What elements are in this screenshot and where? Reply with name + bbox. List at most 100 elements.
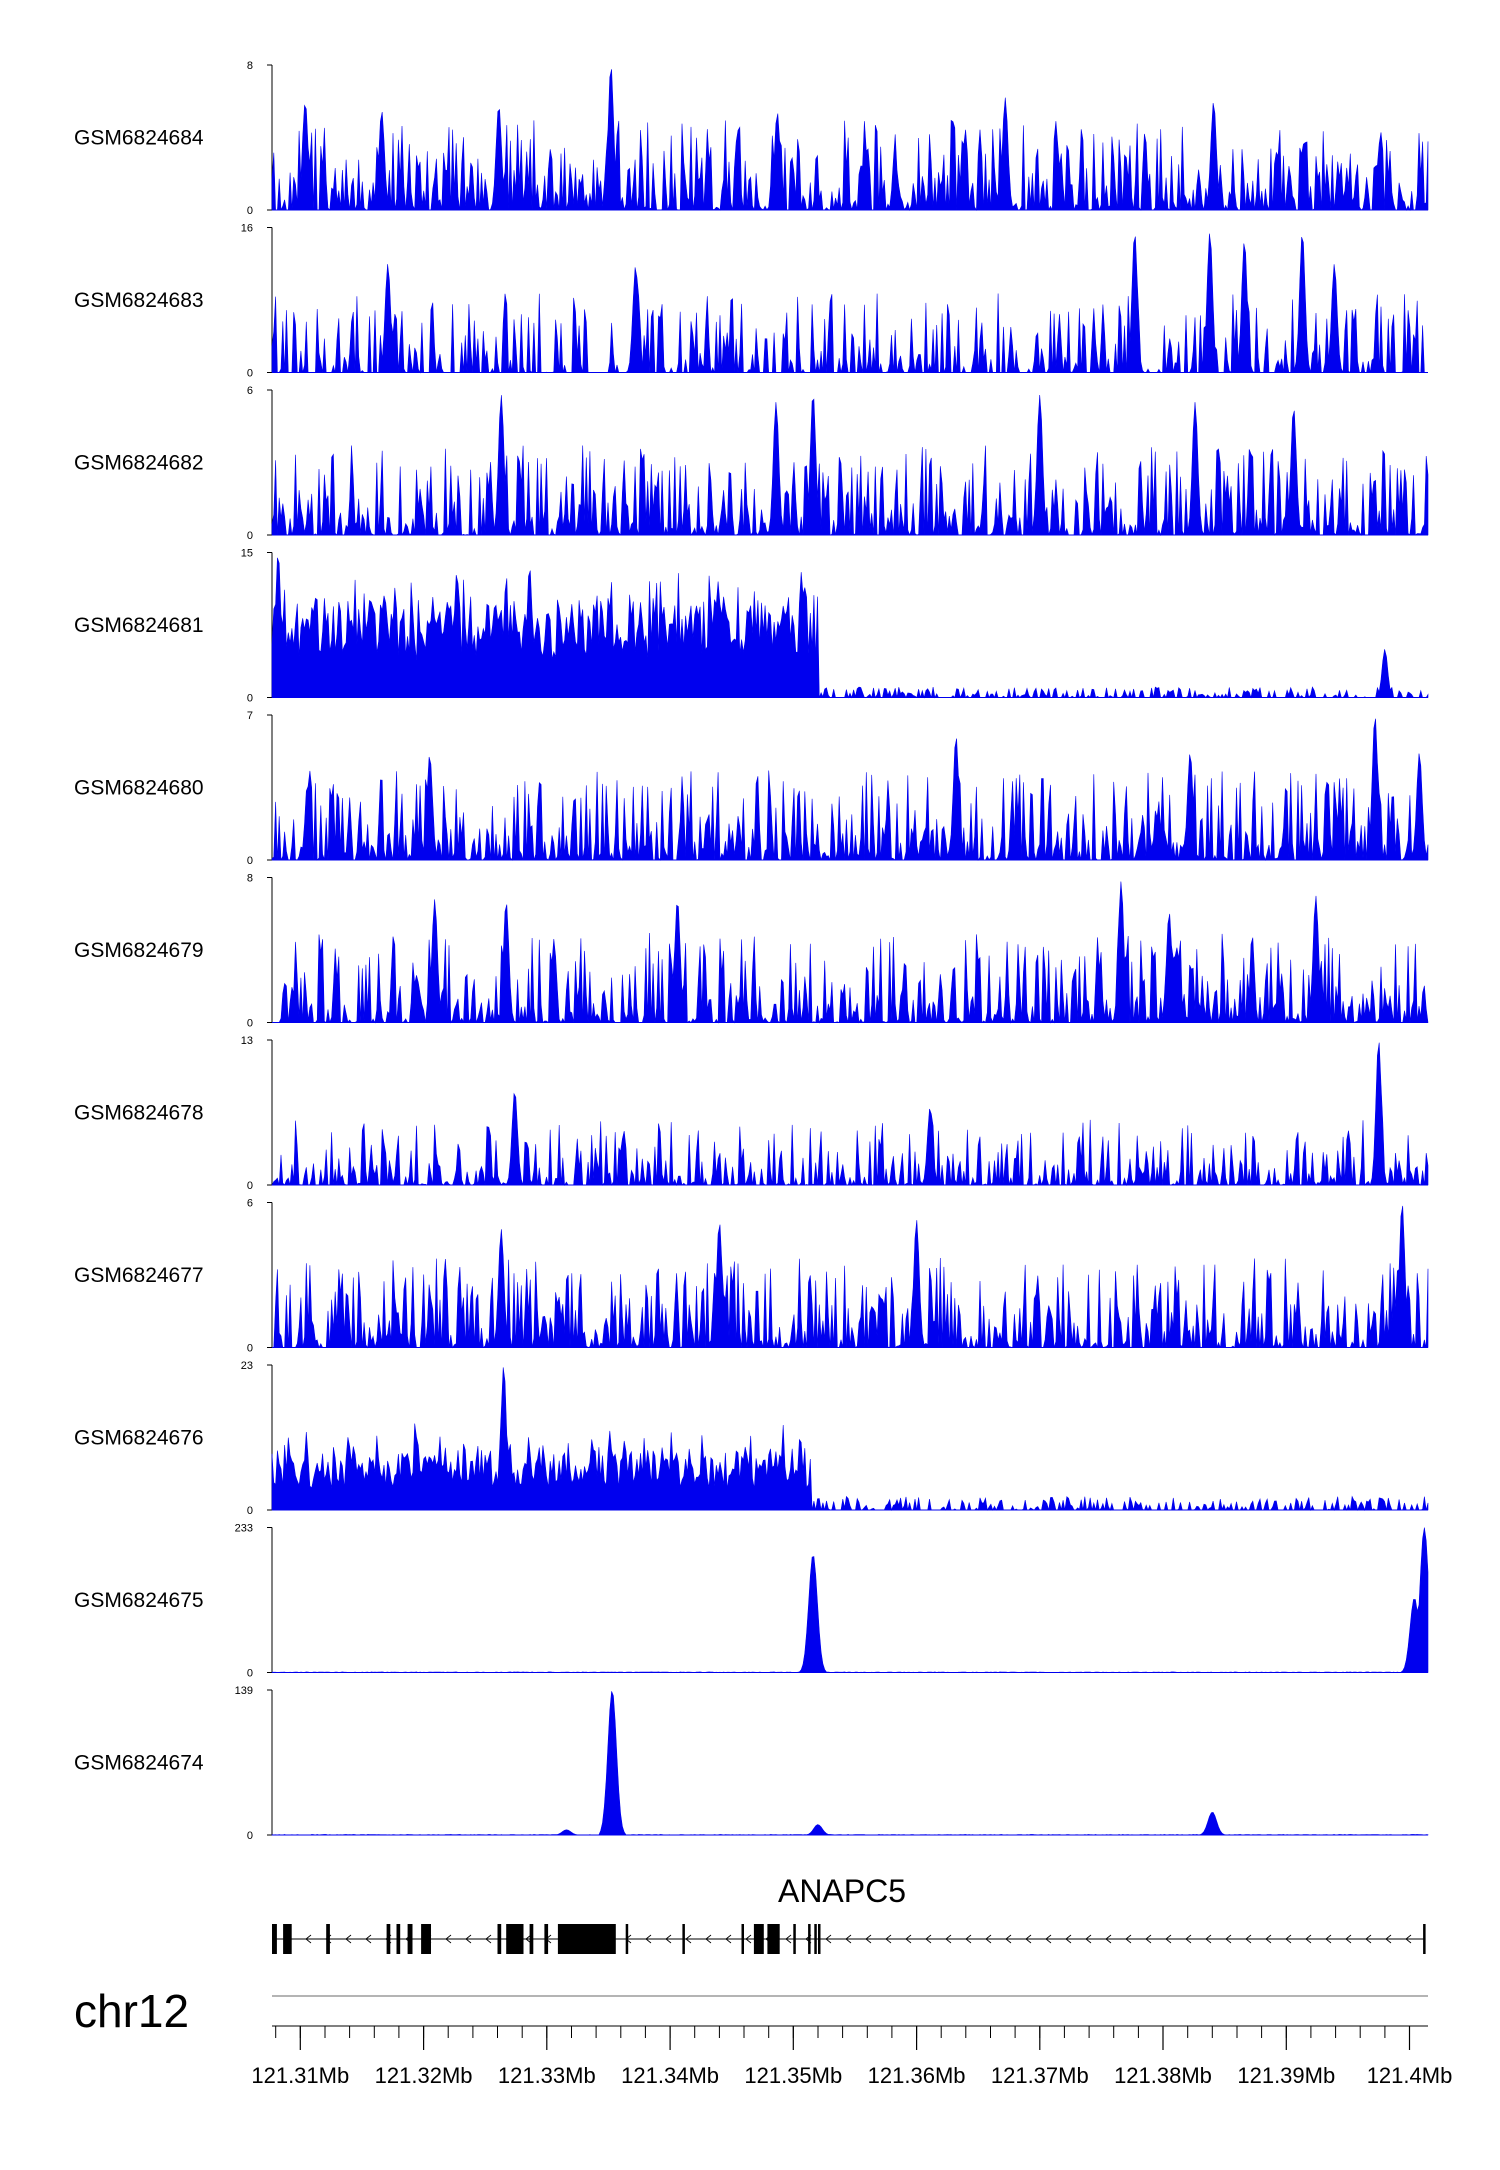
strand-arrow — [865, 1934, 872, 1944]
y-tick-label-max: 233 — [235, 1523, 253, 1535]
track-GSM6824683: 16 0 GSM6824683 — [74, 223, 1428, 380]
exon-10 — [529, 1924, 534, 1954]
y-tick-label-max: 15 — [241, 548, 253, 560]
exon-4 — [386, 1924, 391, 1954]
y-tick-label-min: 0 — [247, 530, 253, 542]
y-tick-label-max: 7 — [247, 710, 253, 722]
coverage-area — [271, 394, 1429, 537]
track-label: GSM6824683 — [74, 289, 204, 312]
strand-arrow — [945, 1934, 952, 1944]
strand-arrow — [465, 1934, 472, 1944]
strand-arrow — [965, 1934, 972, 1944]
track-GSM6824682: 6 0 GSM6824682 — [74, 385, 1429, 542]
exon-2 — [283, 1924, 292, 1954]
strand-arrow — [345, 1934, 352, 1944]
y-tick-label-min: 0 — [247, 1505, 253, 1517]
x-tick-label: 121.35Mb — [744, 2063, 842, 2088]
y-tick-label-max: 8 — [247, 60, 253, 72]
x-tick-label: 121.34Mb — [621, 2063, 719, 2088]
exon-15 — [741, 1924, 744, 1954]
exon-20 — [814, 1924, 817, 1954]
strand-arrow — [1245, 1934, 1252, 1944]
y-tick-label-min: 0 — [247, 1830, 253, 1842]
y-tick-label-min: 0 — [247, 368, 253, 380]
exon-7 — [421, 1924, 431, 1954]
strand-arrow — [845, 1934, 852, 1944]
exon-1 — [272, 1924, 277, 1954]
coverage-area — [271, 1527, 1429, 1673]
exon-12 — [557, 1924, 616, 1954]
strand-arrow — [925, 1934, 932, 1944]
strand-arrow — [1025, 1934, 1032, 1944]
strand-arrow — [1325, 1934, 1332, 1944]
y-tick-label-max: 139 — [235, 1685, 253, 1697]
strand-arrow — [1185, 1934, 1192, 1944]
track-label: GSM6824682 — [74, 452, 204, 475]
gene-name-label: ANAPC5 — [778, 1873, 906, 1909]
y-tick-label-min: 0 — [247, 1668, 253, 1680]
exon-6 — [407, 1924, 413, 1954]
y-tick-label-min: 0 — [247, 205, 253, 217]
exon-21 — [818, 1924, 821, 1954]
coverage-area — [271, 881, 1429, 1024]
strand-arrow — [1005, 1934, 1012, 1944]
strand-arrow — [705, 1934, 712, 1944]
track-GSM6824676: 23 0 GSM6824676 — [74, 1360, 1429, 1517]
strand-arrow — [665, 1934, 672, 1944]
strand-arrow — [1045, 1934, 1052, 1944]
exon-11 — [544, 1924, 549, 1954]
y-tick-label-min: 0 — [247, 1343, 253, 1355]
exon-19 — [808, 1924, 811, 1954]
y-tick-label-max: 23 — [241, 1360, 253, 1372]
exon-3 — [326, 1924, 330, 1954]
strand-arrow — [365, 1934, 372, 1944]
track-GSM6824684: 8 0 GSM6824684 — [74, 60, 1429, 217]
strand-arrow — [1385, 1934, 1392, 1944]
track-label: GSM6824684 — [74, 127, 204, 150]
track-label: GSM6824674 — [74, 1752, 204, 1775]
strand-arrow — [785, 1934, 792, 1944]
coverage-area — [271, 557, 1429, 699]
track-GSM6824681: 15 0 GSM6824681 — [74, 548, 1429, 705]
strand-arrow — [1085, 1934, 1092, 1944]
y-tick-label-min: 0 — [247, 855, 253, 867]
exon-17 — [767, 1924, 780, 1954]
strand-arrow — [825, 1934, 832, 1944]
strand-arrow — [1205, 1934, 1212, 1944]
exon-18 — [793, 1924, 796, 1954]
strand-arrow — [1145, 1934, 1152, 1944]
strand-arrow — [1265, 1934, 1272, 1944]
track-label: GSM6824681 — [74, 614, 204, 637]
exon-5 — [396, 1924, 401, 1954]
exon-8 — [497, 1924, 502, 1954]
track-GSM6824680: 7 0 GSM6824680 — [74, 710, 1429, 867]
strand-arrow — [1225, 1934, 1232, 1944]
strand-arrow — [1125, 1934, 1132, 1944]
strand-arrow — [445, 1934, 452, 1944]
y-tick-label-min: 0 — [247, 693, 253, 705]
strand-arrow — [645, 1934, 652, 1944]
strand-arrow — [1405, 1934, 1412, 1944]
coverage-area — [271, 718, 1429, 862]
track-GSM6824677: 6 0 GSM6824677 — [74, 1198, 1429, 1355]
chromosome-label: chr12 — [74, 1985, 189, 2037]
strand-arrow — [1365, 1934, 1372, 1944]
coverage-area — [271, 1042, 1429, 1187]
x-tick-label: 121.32Mb — [375, 2063, 473, 2088]
strand-arrow — [725, 1934, 732, 1944]
x-tick-label: 121.38Mb — [1114, 2063, 1212, 2088]
x-tick-label: 121.39Mb — [1237, 2063, 1335, 2088]
gene-annotation-track: ANAPC5 — [272, 1873, 1426, 1954]
coverage-area — [271, 1205, 1429, 1349]
y-tick-label-min: 0 — [247, 1018, 253, 1030]
coverage-area — [271, 69, 1429, 212]
strand-arrow — [485, 1934, 492, 1944]
track-label: GSM6824680 — [74, 777, 204, 800]
coverage-area — [271, 233, 1428, 374]
exon-9 — [506, 1924, 524, 1954]
strand-arrow — [1105, 1934, 1112, 1944]
strand-arrow — [525, 1934, 532, 1944]
strand-arrow — [885, 1934, 892, 1944]
x-tick-label: 121.33Mb — [498, 2063, 596, 2088]
